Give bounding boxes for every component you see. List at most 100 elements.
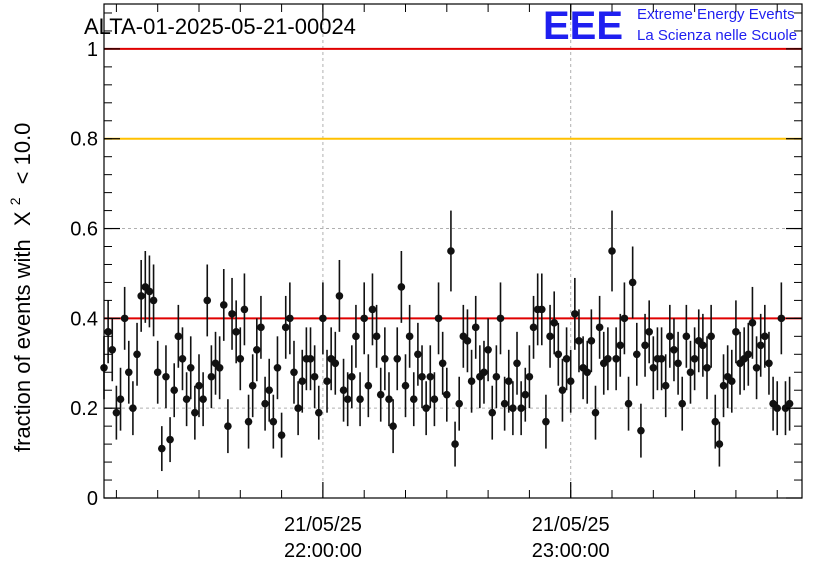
data-point bbox=[397, 283, 406, 291]
data-point bbox=[215, 363, 224, 372]
data-point bbox=[500, 399, 509, 408]
data-point bbox=[191, 408, 199, 417]
data-point bbox=[232, 328, 240, 336]
logo: EEE Extreme Energy Events La Scienza nel… bbox=[543, 4, 797, 48]
x-tick-label-date: 21/05/25 bbox=[532, 514, 610, 536]
data-point bbox=[558, 386, 567, 395]
data-point bbox=[253, 346, 261, 354]
data-point bbox=[335, 292, 344, 300]
data-point bbox=[488, 408, 497, 417]
data-point bbox=[666, 332, 674, 341]
x-tick-label-time: 22:00:00 bbox=[284, 540, 362, 562]
data-point bbox=[463, 337, 472, 345]
data-point bbox=[120, 314, 129, 323]
data-point bbox=[637, 426, 645, 435]
y-tick-label: 0.6 bbox=[70, 219, 98, 241]
data-point bbox=[727, 377, 736, 386]
data-point bbox=[153, 368, 162, 377]
x-tick-label-time: 23:00:00 bbox=[532, 540, 610, 562]
data-point bbox=[484, 346, 492, 354]
data-point bbox=[372, 332, 381, 341]
data-point bbox=[149, 296, 158, 305]
reference-lines bbox=[104, 47, 802, 320]
data-point bbox=[319, 314, 327, 323]
data-point bbox=[265, 386, 274, 395]
y-tick-labels: 0 0.2 0.4 0.6 0.8 1 bbox=[70, 39, 98, 510]
y-axis-label: fraction of events with X 2 < 10.0 bbox=[0, 123, 35, 452]
data-point bbox=[323, 377, 331, 386]
data-point bbox=[645, 328, 653, 336]
data-point bbox=[199, 395, 207, 404]
chart-title: ALTA-01-2025-05-21-00024 bbox=[84, 14, 356, 39]
data-point bbox=[707, 332, 715, 341]
data-point bbox=[248, 381, 257, 390]
data-point bbox=[496, 314, 505, 323]
data-point bbox=[661, 381, 670, 390]
data-point bbox=[521, 390, 530, 399]
data-point bbox=[554, 350, 563, 359]
data-point bbox=[195, 381, 203, 390]
data-point bbox=[178, 354, 187, 363]
data-point bbox=[290, 368, 298, 377]
data-point bbox=[566, 377, 575, 386]
data-point bbox=[166, 435, 174, 444]
data-point bbox=[376, 390, 385, 399]
data-point bbox=[777, 314, 786, 323]
data-point bbox=[137, 292, 145, 300]
data-point bbox=[414, 350, 422, 359]
data-point bbox=[339, 386, 348, 395]
x-tick-labels: 21/05/25 22:00:00 21/05/25 23:00:00 bbox=[284, 514, 610, 562]
data-point bbox=[455, 399, 463, 408]
data-point bbox=[562, 354, 571, 363]
data-point bbox=[550, 319, 558, 327]
data-point bbox=[356, 395, 364, 404]
data-point bbox=[575, 337, 583, 345]
svg-text:fraction of events with: fraction of events with X 2 < 10.0 bbox=[0, 123, 35, 452]
data-point bbox=[112, 408, 121, 417]
data-point bbox=[393, 354, 402, 363]
data-point bbox=[732, 328, 740, 336]
data-point bbox=[261, 399, 269, 408]
data-point bbox=[186, 363, 195, 372]
data-point bbox=[174, 332, 183, 341]
data-point bbox=[438, 359, 447, 368]
data-point bbox=[529, 323, 538, 332]
data-point bbox=[269, 417, 278, 426]
data-point bbox=[537, 305, 546, 314]
data-point bbox=[162, 372, 170, 381]
data-point bbox=[546, 332, 554, 341]
logo-line-2: La Scienza nelle Scuole bbox=[637, 27, 797, 44]
data-point bbox=[748, 319, 757, 327]
data-point bbox=[571, 310, 579, 318]
data-point bbox=[257, 323, 265, 332]
y-axis-label-symbol: X bbox=[10, 211, 35, 226]
data-point bbox=[686, 368, 695, 377]
data-point bbox=[434, 314, 443, 323]
data-point bbox=[591, 408, 600, 417]
data-point bbox=[699, 341, 707, 350]
x-tick-label-date: 21/05/25 bbox=[284, 514, 362, 536]
y-tick-label: 0.8 bbox=[70, 129, 98, 151]
data-point bbox=[513, 359, 521, 368]
data-point bbox=[224, 422, 232, 430]
data-point bbox=[690, 354, 699, 363]
data-point bbox=[207, 372, 216, 381]
data-point bbox=[765, 359, 773, 368]
data-point bbox=[228, 310, 236, 318]
data-point bbox=[401, 381, 410, 390]
data-point bbox=[236, 354, 245, 363]
data-point bbox=[467, 377, 476, 386]
data-point bbox=[595, 323, 604, 332]
data-point bbox=[620, 314, 629, 323]
data-point bbox=[286, 314, 294, 323]
data-point bbox=[116, 395, 125, 404]
data-point bbox=[761, 332, 769, 341]
data-point bbox=[752, 363, 761, 372]
data-point bbox=[480, 368, 488, 377]
data-point bbox=[273, 363, 282, 372]
data-point bbox=[306, 354, 315, 363]
data-point bbox=[240, 305, 249, 314]
data-point bbox=[352, 332, 360, 341]
axis-ticks bbox=[104, 4, 802, 499]
data-point bbox=[608, 247, 616, 255]
